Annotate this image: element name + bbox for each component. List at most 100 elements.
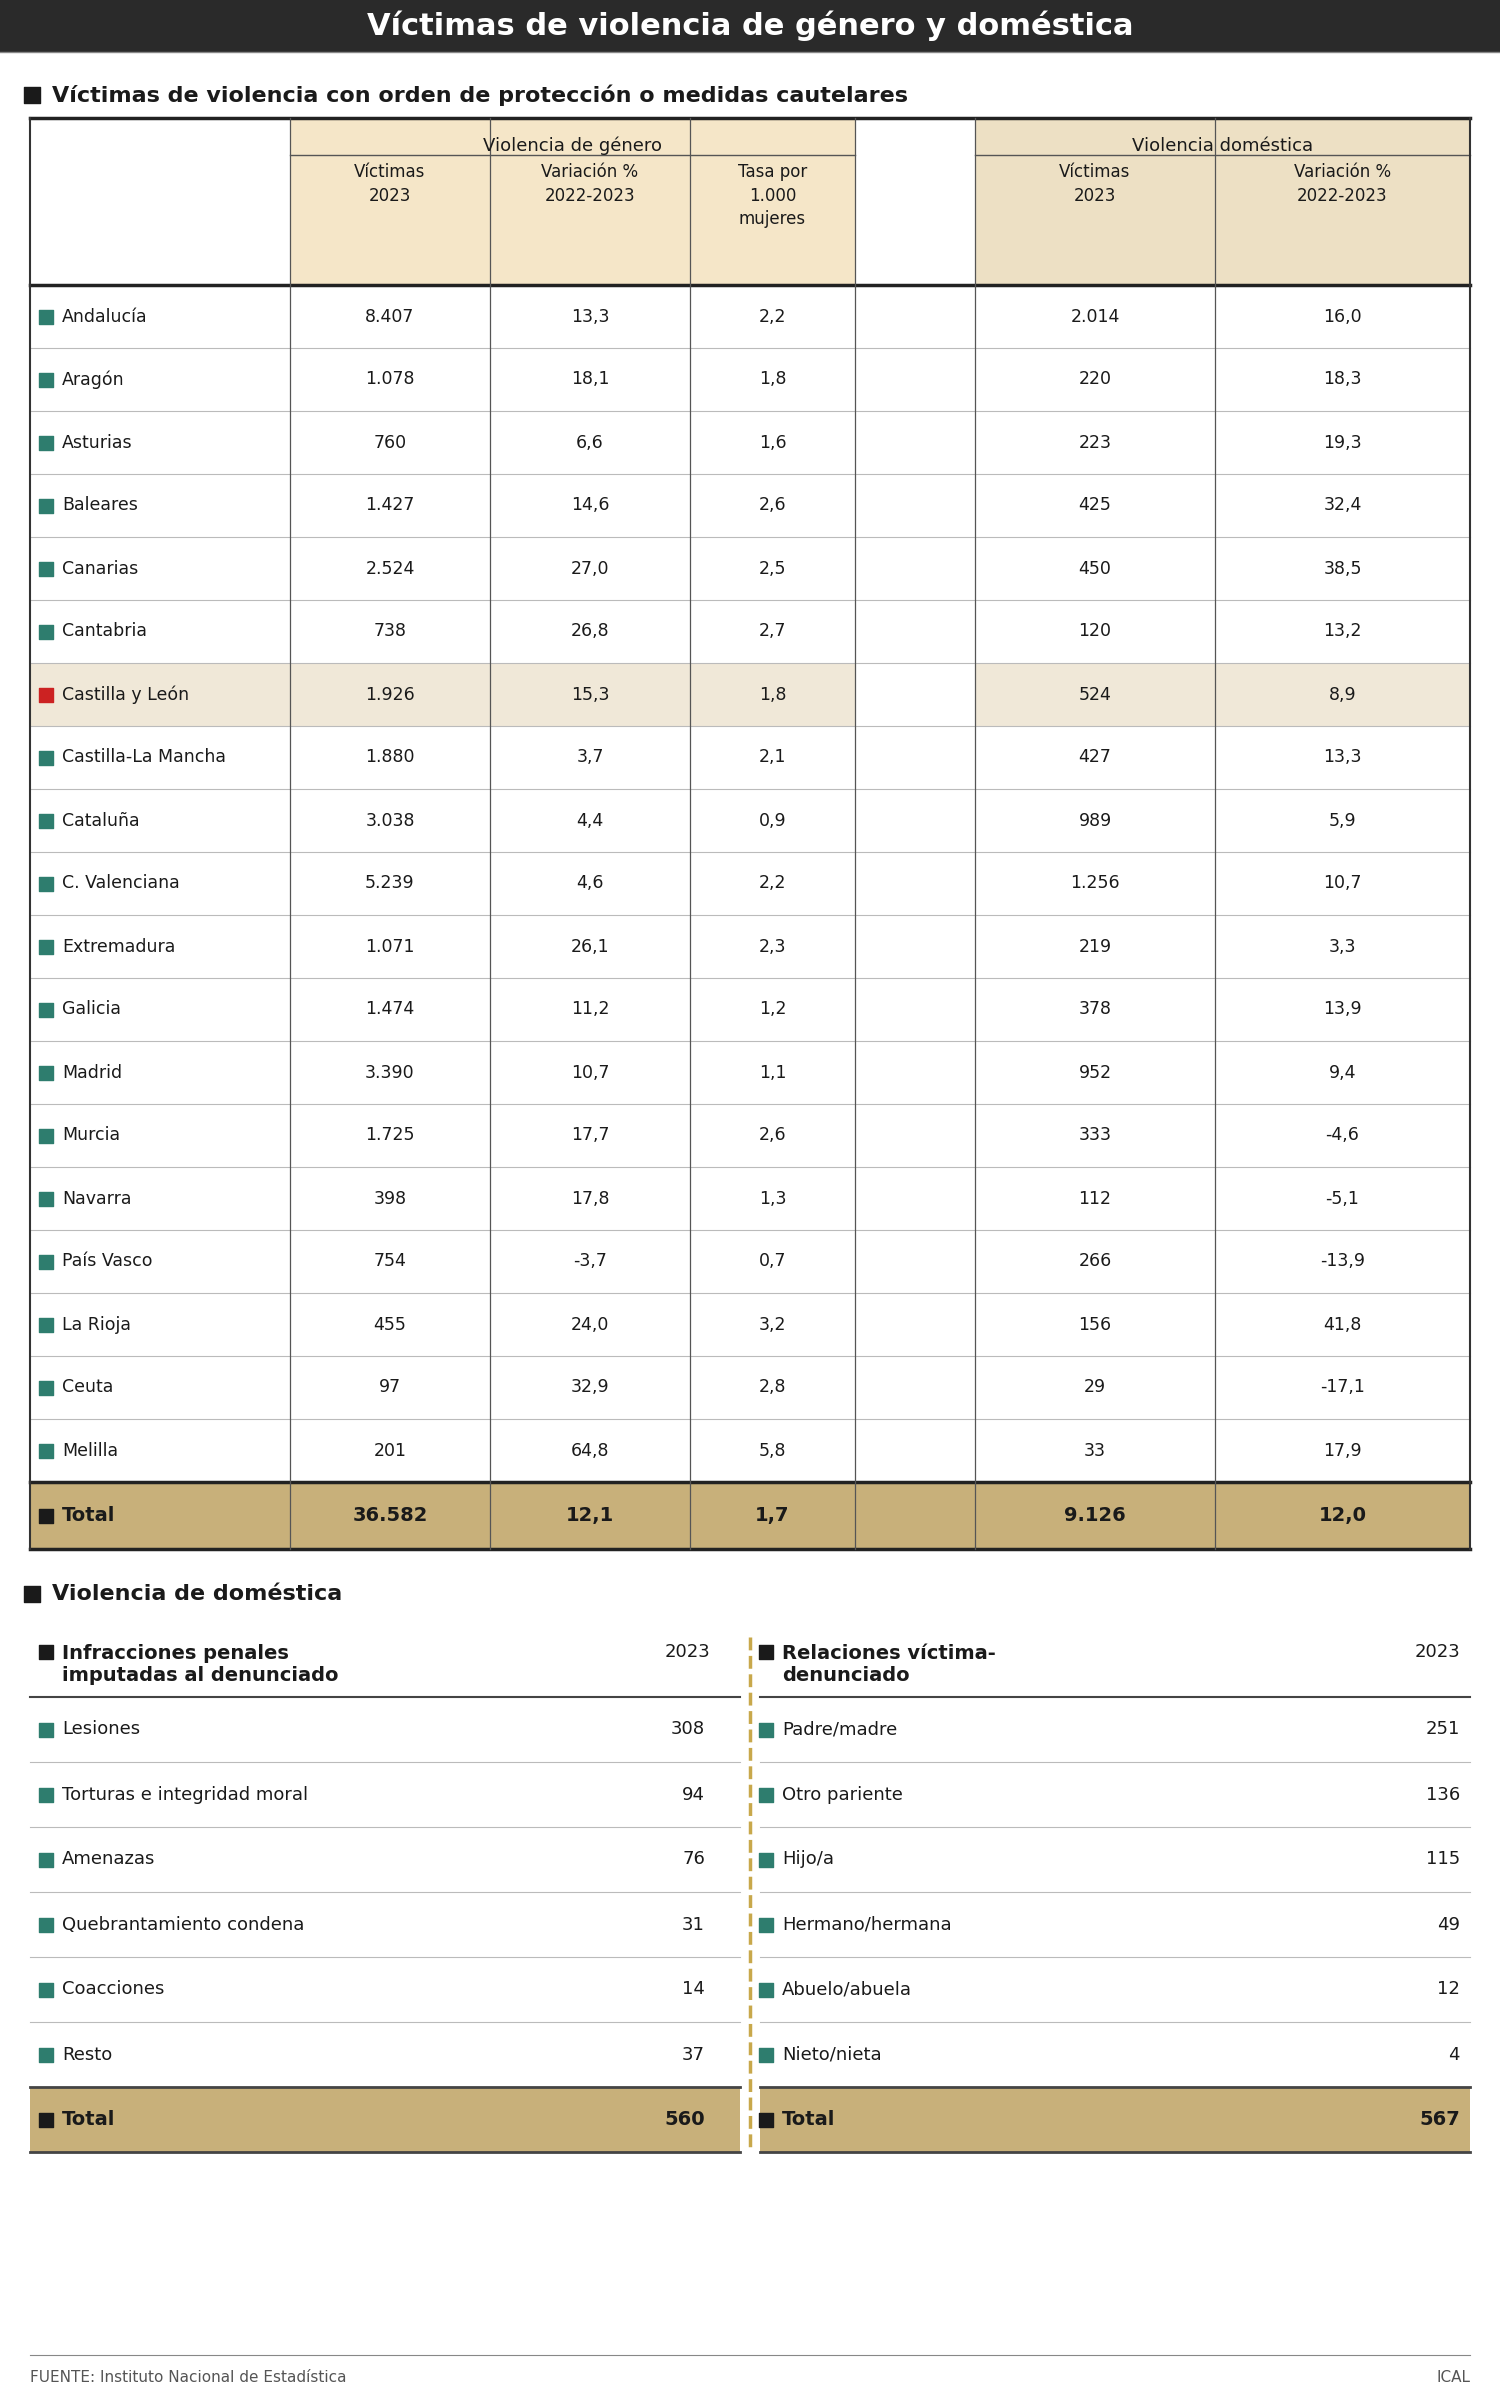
Text: Coacciones: Coacciones xyxy=(62,1981,165,1998)
Text: 1,1: 1,1 xyxy=(759,1064,786,1081)
Point xyxy=(754,1841,778,1880)
Point xyxy=(34,676,58,715)
Text: 567: 567 xyxy=(1419,2111,1460,2130)
Bar xyxy=(975,662,1470,727)
Text: 4: 4 xyxy=(1449,2046,1460,2063)
Text: 2023: 2023 xyxy=(1414,1644,1460,1661)
Text: ICAL: ICAL xyxy=(1436,2368,1470,2385)
Point xyxy=(754,1776,778,1815)
Text: Víctimas de violencia de género y doméstica: Víctimas de violencia de género y domést… xyxy=(366,10,1134,41)
Text: 18,1: 18,1 xyxy=(570,371,609,388)
Text: 450: 450 xyxy=(1078,558,1112,578)
Point xyxy=(34,1776,58,1815)
Point xyxy=(20,75,44,113)
Text: Violencia de doméstica: Violencia de doméstica xyxy=(53,1584,342,1603)
Text: Hermano/hermana: Hermano/hermana xyxy=(782,1916,951,1933)
Text: 36.582: 36.582 xyxy=(352,1507,428,1526)
Text: Quebrantamiento condena: Quebrantamiento condena xyxy=(62,1916,304,1933)
Text: Total: Total xyxy=(782,2111,836,2130)
Point xyxy=(34,864,58,903)
Text: 1,8: 1,8 xyxy=(759,686,786,703)
Text: 12,1: 12,1 xyxy=(566,1507,614,1526)
Point xyxy=(34,1054,58,1093)
Text: 1,2: 1,2 xyxy=(759,1001,786,1018)
Point xyxy=(34,296,58,335)
Text: -4,6: -4,6 xyxy=(1326,1126,1359,1143)
Text: -5,1: -5,1 xyxy=(1326,1189,1359,1208)
Point xyxy=(34,1367,58,1406)
Text: 425: 425 xyxy=(1078,496,1112,515)
Text: 2,6: 2,6 xyxy=(759,496,786,515)
Text: País Vasco: País Vasco xyxy=(62,1252,153,1271)
Text: 13,3: 13,3 xyxy=(1323,749,1362,765)
Point xyxy=(34,611,58,650)
Point xyxy=(34,2101,58,2140)
Text: Hijo/a: Hijo/a xyxy=(782,1851,834,1868)
Text: 220: 220 xyxy=(1078,371,1112,388)
Point xyxy=(34,486,58,525)
Text: 156: 156 xyxy=(1078,1317,1112,1333)
Text: 378: 378 xyxy=(1078,1001,1112,1018)
Text: 13,9: 13,9 xyxy=(1323,1001,1362,1018)
Text: Nieto/nieta: Nieto/nieta xyxy=(782,2046,882,2063)
Text: Tasa por
1.000
mujeres: Tasa por 1.000 mujeres xyxy=(738,164,807,229)
Text: 29: 29 xyxy=(1084,1379,1106,1396)
Text: 1.880: 1.880 xyxy=(366,749,414,765)
Text: denunciado: denunciado xyxy=(782,1666,909,1685)
Text: 333: 333 xyxy=(1078,1126,1112,1143)
Text: 17,8: 17,8 xyxy=(570,1189,609,1208)
Text: -3,7: -3,7 xyxy=(573,1252,608,1271)
Text: 754: 754 xyxy=(374,1252,406,1271)
Text: 3,3: 3,3 xyxy=(1329,936,1356,956)
Point xyxy=(34,739,58,777)
Text: 2,3: 2,3 xyxy=(759,936,786,956)
Text: Total: Total xyxy=(62,1507,116,1526)
Point xyxy=(34,1242,58,1281)
Text: Abuelo/abuela: Abuelo/abuela xyxy=(782,1981,912,1998)
Text: 94: 94 xyxy=(682,1786,705,1803)
Text: 27,0: 27,0 xyxy=(570,558,609,578)
Text: 1,6: 1,6 xyxy=(759,433,786,453)
Point xyxy=(34,2036,58,2075)
Text: 2,7: 2,7 xyxy=(759,623,786,640)
Text: 2,5: 2,5 xyxy=(759,558,786,578)
Text: Andalucía: Andalucía xyxy=(62,308,147,325)
Text: 97: 97 xyxy=(380,1379,400,1396)
Text: -13,9: -13,9 xyxy=(1320,1252,1365,1271)
Point xyxy=(34,927,58,965)
Text: 524: 524 xyxy=(1078,686,1112,703)
Text: Ceuta: Ceuta xyxy=(62,1379,114,1396)
Point xyxy=(34,802,58,840)
Text: 398: 398 xyxy=(374,1189,406,1208)
Text: 6,6: 6,6 xyxy=(576,433,604,453)
Text: 266: 266 xyxy=(1078,1252,1112,1271)
Text: 17,7: 17,7 xyxy=(570,1126,609,1143)
Text: Violencia doméstica: Violencia doméstica xyxy=(1132,137,1312,154)
Point xyxy=(34,549,58,587)
Text: 3,2: 3,2 xyxy=(759,1317,786,1333)
Text: Víctimas de violencia con orden de protección o medidas cautelares: Víctimas de violencia con orden de prote… xyxy=(53,84,907,106)
Text: 1.725: 1.725 xyxy=(366,1126,414,1143)
Text: 8,9: 8,9 xyxy=(1329,686,1356,703)
Point xyxy=(754,1711,778,1750)
Point xyxy=(20,1574,44,1613)
Point xyxy=(34,424,58,462)
Text: 2,6: 2,6 xyxy=(759,1126,786,1143)
Point xyxy=(754,2036,778,2075)
Text: 9.126: 9.126 xyxy=(1064,1507,1126,1526)
Text: Aragón: Aragón xyxy=(62,371,124,390)
Text: Resto: Resto xyxy=(62,2046,112,2063)
Text: 76: 76 xyxy=(682,1851,705,1868)
Text: imputadas al denunciado: imputadas al denunciado xyxy=(62,1666,339,1685)
Text: Extremadura: Extremadura xyxy=(62,936,176,956)
Text: 1.427: 1.427 xyxy=(366,496,414,515)
Text: 2,8: 2,8 xyxy=(759,1379,786,1396)
Point xyxy=(754,1906,778,1945)
Point xyxy=(34,1841,58,1880)
Point xyxy=(754,1632,778,1670)
Text: 14,6: 14,6 xyxy=(570,496,609,515)
Text: Lesiones: Lesiones xyxy=(62,1721,140,1738)
Text: Canarias: Canarias xyxy=(62,558,138,578)
Text: 64,8: 64,8 xyxy=(570,1442,609,1459)
Text: Otro pariente: Otro pariente xyxy=(782,1786,903,1803)
